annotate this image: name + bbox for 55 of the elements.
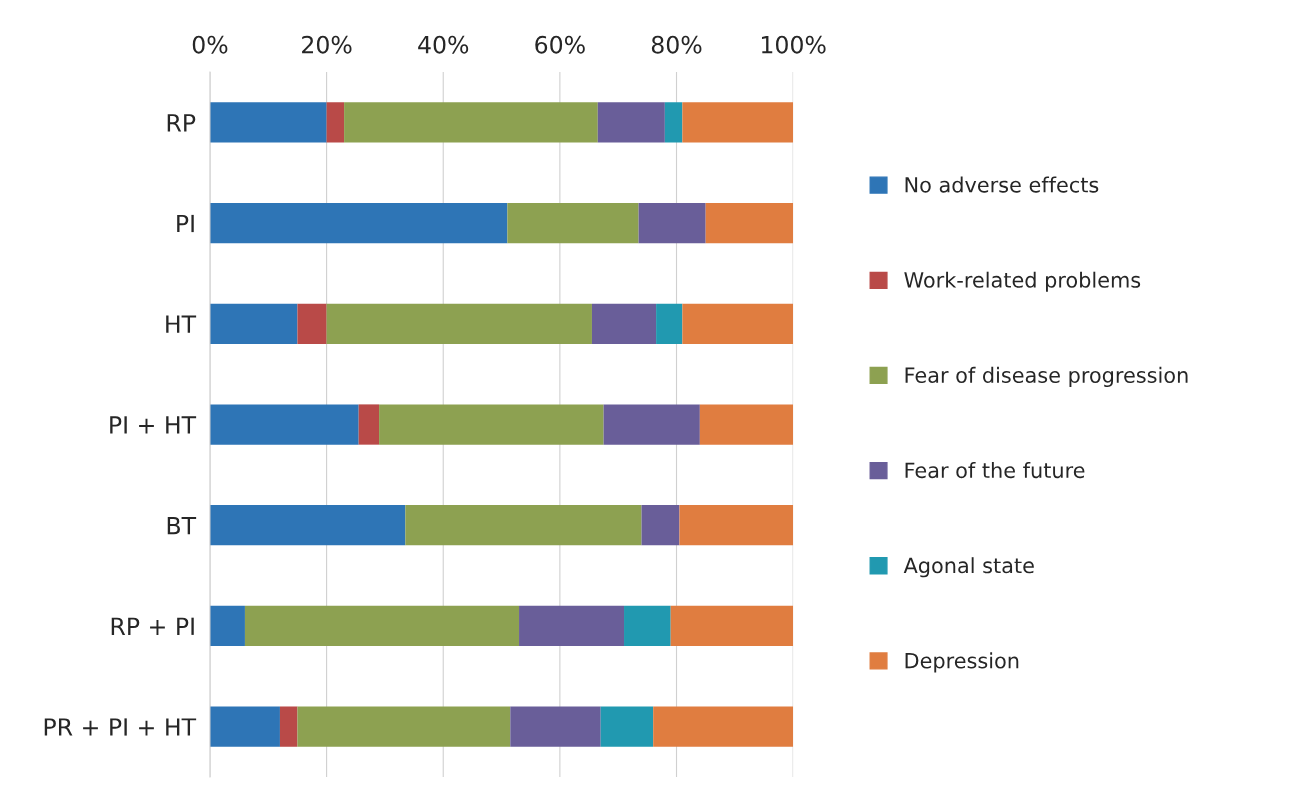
x-tick-label: 80% bbox=[651, 35, 702, 54]
legend-label: Depression bbox=[905, 652, 1019, 673]
y-tick-label: RP + PI bbox=[111, 617, 194, 635]
x-tick-label: 100% bbox=[761, 35, 826, 54]
bar bbox=[664, 102, 683, 143]
y-tick-label: BT bbox=[167, 516, 197, 535]
bar bbox=[209, 303, 298, 344]
x-tick-label: 40% bbox=[418, 35, 469, 54]
bar bbox=[597, 102, 665, 143]
x-tick-label: 0% bbox=[192, 35, 228, 54]
bar bbox=[344, 102, 598, 143]
bar bbox=[209, 605, 245, 647]
bar bbox=[209, 404, 359, 445]
bar bbox=[209, 102, 327, 143]
bar bbox=[682, 303, 794, 344]
x-tick-label: 60% bbox=[535, 35, 585, 54]
y-tick-label: RP bbox=[167, 114, 196, 132]
y-tick-label: PR + PI + HT bbox=[44, 718, 197, 736]
bar bbox=[653, 706, 794, 747]
bar bbox=[682, 102, 794, 143]
bar bbox=[603, 404, 700, 445]
bar bbox=[624, 605, 671, 647]
bar bbox=[326, 303, 592, 344]
y-tick-label: HT bbox=[166, 315, 197, 333]
bar bbox=[656, 303, 683, 344]
bar bbox=[297, 303, 327, 344]
bar bbox=[209, 706, 280, 747]
bar bbox=[379, 404, 604, 445]
bar bbox=[705, 203, 794, 244]
bar bbox=[638, 203, 706, 244]
bar bbox=[326, 102, 345, 143]
y-tick-label: PI bbox=[177, 214, 194, 233]
legend-label: Work-related problems bbox=[904, 271, 1141, 292]
bar bbox=[507, 203, 639, 244]
bar bbox=[641, 505, 680, 546]
legend-label: Fear of the future bbox=[905, 462, 1085, 479]
x-tick-label: 20% bbox=[302, 35, 352, 54]
bar bbox=[600, 706, 654, 747]
bar bbox=[699, 404, 794, 445]
bar bbox=[510, 706, 601, 747]
bar bbox=[519, 605, 625, 647]
bar bbox=[244, 605, 520, 647]
legend-label: No adverse effects bbox=[905, 176, 1099, 193]
legend-label: Fear of disease progression bbox=[905, 366, 1188, 388]
bar bbox=[279, 706, 298, 747]
y-tick-label: PI + HT bbox=[110, 416, 197, 434]
bar bbox=[209, 505, 406, 546]
bar bbox=[358, 404, 380, 445]
bar bbox=[297, 706, 511, 747]
bar bbox=[670, 605, 794, 647]
bar bbox=[591, 303, 657, 344]
legend-label: Agonal state bbox=[903, 557, 1034, 578]
bar bbox=[209, 203, 508, 244]
bar bbox=[679, 505, 794, 546]
bar bbox=[405, 505, 642, 546]
